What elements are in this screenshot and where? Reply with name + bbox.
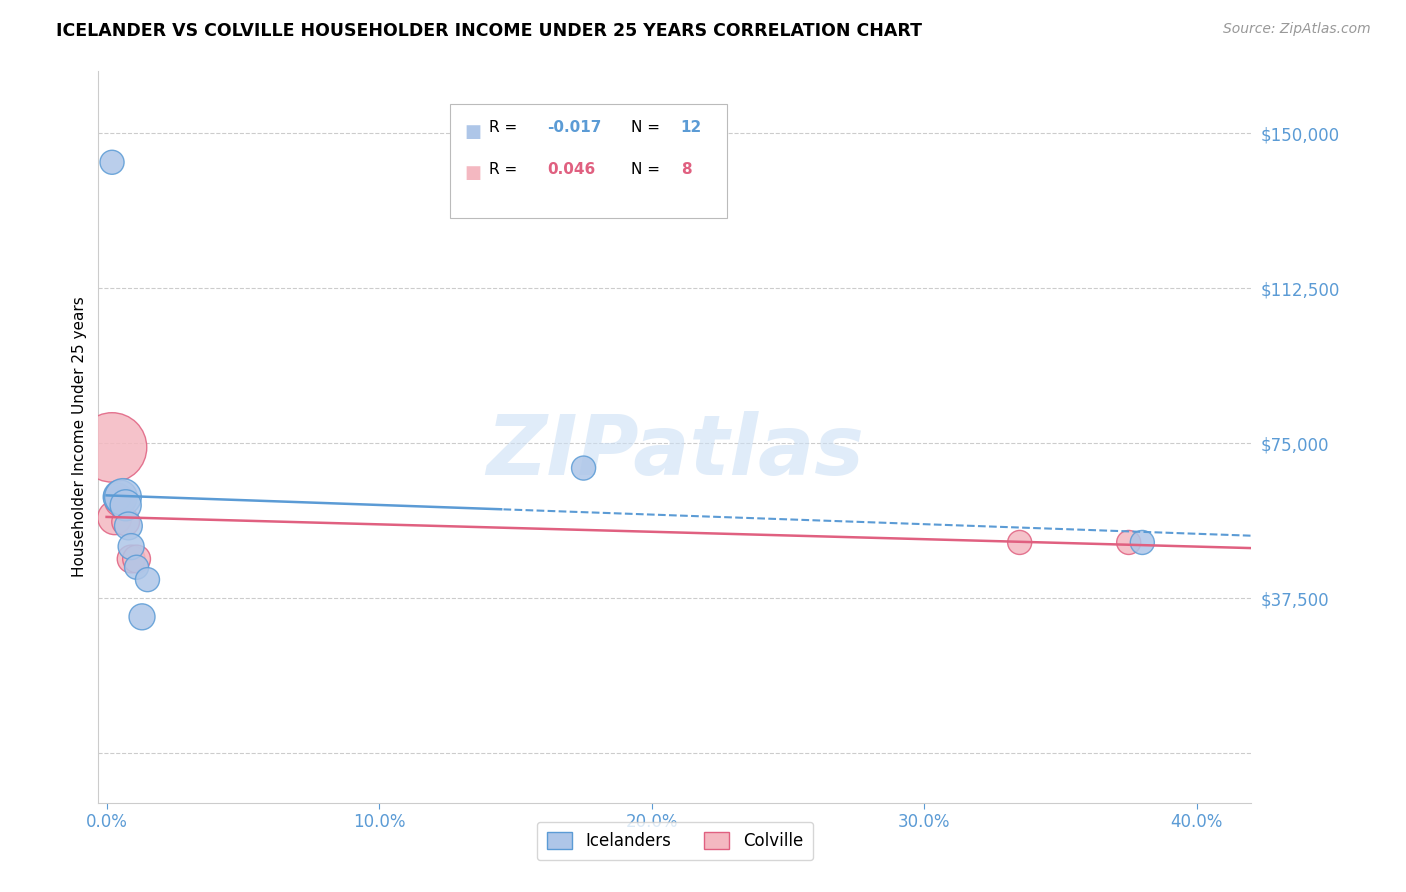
Text: ICELANDER VS COLVILLE HOUSEHOLDER INCOME UNDER 25 YEARS CORRELATION CHART: ICELANDER VS COLVILLE HOUSEHOLDER INCOME… (56, 22, 922, 40)
Y-axis label: Householder Income Under 25 years: Householder Income Under 25 years (72, 297, 87, 577)
Text: 12: 12 (681, 120, 702, 136)
FancyBboxPatch shape (450, 104, 727, 218)
Text: ZIPatlas: ZIPatlas (486, 411, 863, 492)
Point (572, 461, 595, 475)
Legend: Icelanders, Colville: Icelanders, Colville (537, 822, 813, 860)
Text: N =: N = (631, 120, 665, 136)
Text: -0.017: -0.017 (547, 120, 602, 136)
Text: R =: R = (489, 120, 523, 136)
Point (120, 540, 142, 554)
Text: ■: ■ (464, 164, 481, 182)
Point (136, 573, 159, 587)
Point (1118, 535, 1140, 549)
Point (114, 498, 136, 512)
Point (104, 510, 127, 524)
Point (114, 515, 136, 529)
Point (125, 560, 148, 574)
Point (107, 490, 129, 504)
Point (110, 494, 132, 508)
Point (125, 552, 148, 566)
Point (120, 552, 142, 566)
Text: R =: R = (489, 162, 523, 177)
Text: ■: ■ (464, 122, 481, 141)
Text: 0.046: 0.046 (547, 162, 595, 177)
Point (117, 519, 139, 533)
Point (1008, 535, 1031, 549)
Text: 8: 8 (681, 162, 692, 177)
Point (110, 490, 132, 504)
Point (111, 490, 134, 504)
Point (101, 155, 124, 169)
Point (101, 441, 124, 455)
Text: N =: N = (631, 162, 665, 177)
Text: Source: ZipAtlas.com: Source: ZipAtlas.com (1223, 22, 1371, 37)
Point (131, 610, 153, 624)
Point (1130, 535, 1153, 549)
